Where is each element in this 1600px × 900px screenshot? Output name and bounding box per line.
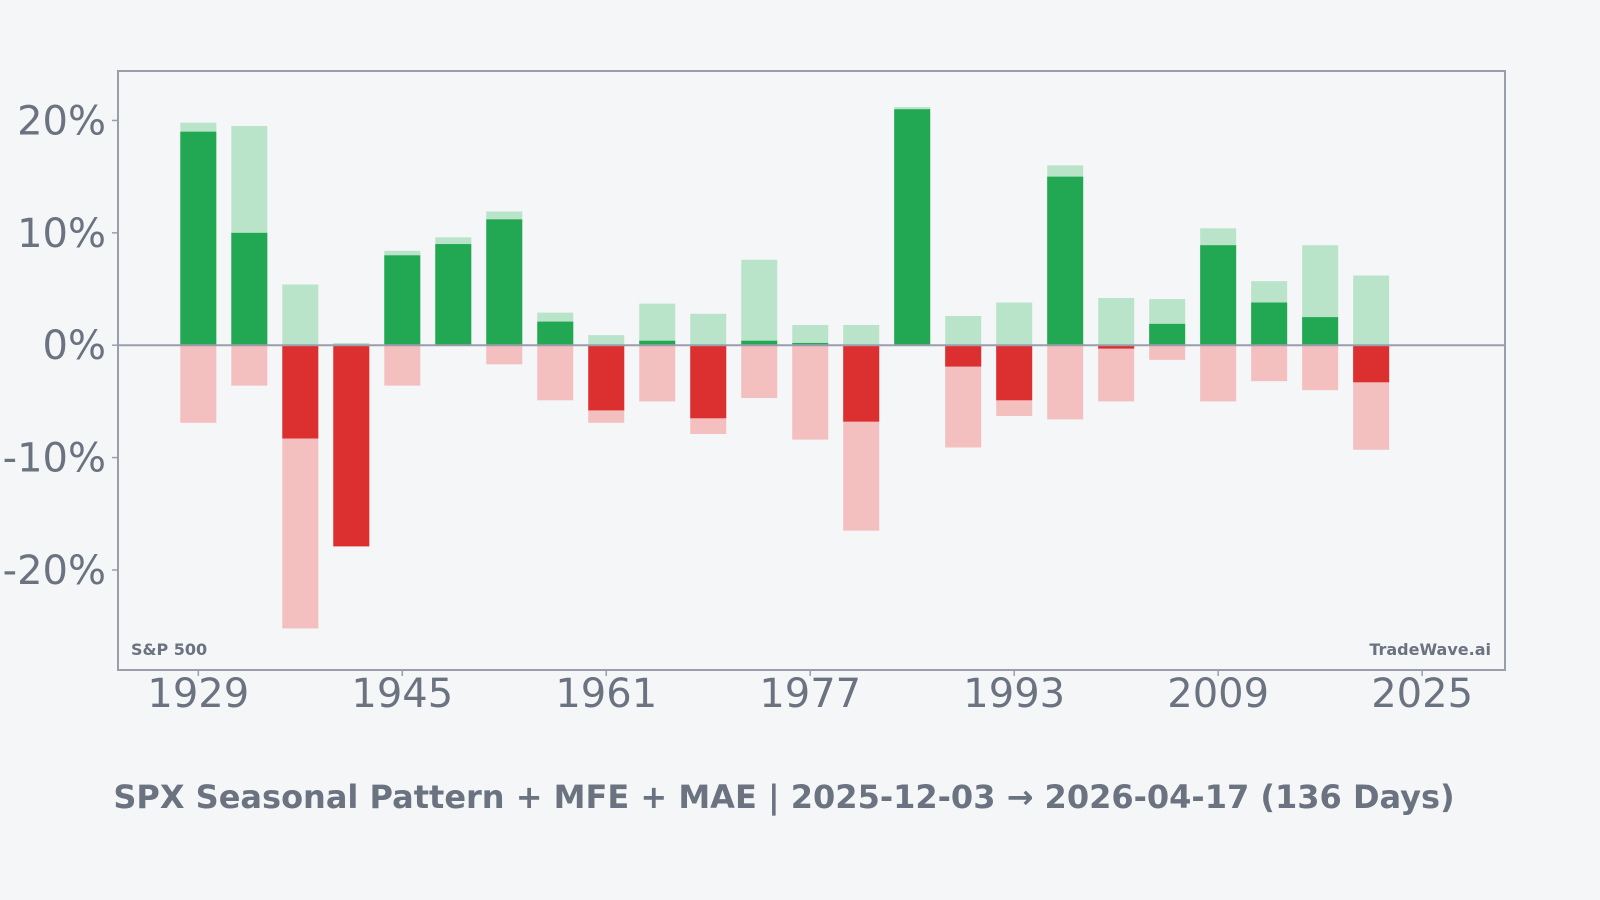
mae-bar-2009 [1200,345,1237,402]
mae-bar-1965 [639,345,676,402]
return-bar-1981 [843,345,880,422]
mfe-bar-1961 [588,335,625,346]
mae-bar-1933 [231,345,268,386]
x-tick-label: 1945 [351,671,453,717]
return-bar-1949 [435,244,472,346]
return-bar-1985 [894,109,931,346]
return-bar-2009 [1200,245,1237,346]
return-bar-1945 [384,255,421,346]
x-tick-label: 2025 [1371,671,1473,717]
return-bar-2001 [1098,345,1135,349]
return-bar-1993 [996,345,1033,401]
chart-title: SPX Seasonal Pattern + MFE + MAE | 2025-… [113,778,1454,817]
y-tick-label: 20% [17,98,106,144]
y-tick-label: -20% [3,548,106,594]
y-tick-label: 10% [17,211,106,257]
x-tick-label: 2009 [1167,671,1269,717]
return-bar-1969 [690,345,727,419]
watermark-right: TradeWave.ai [1369,640,1491,659]
return-bar-1929 [180,131,217,346]
bars-layer [180,106,1390,629]
y-tick-label: 0% [43,323,106,369]
mfe-bar-1981 [843,324,880,346]
return-bar-1941 [333,345,370,547]
return-bar-2017 [1302,317,1339,346]
mae-bar-1953 [486,345,523,365]
x-tick-label: 1929 [147,671,249,717]
return-bar-1997 [1047,176,1084,346]
x-axis: 1929 1945 1961 1977 1993 2009 2025 [147,670,1473,717]
x-tick-label: 1961 [555,671,657,717]
x-tick-label: 1977 [759,671,861,717]
return-bar-2005 [1149,323,1186,346]
mae-bar-1977 [792,345,829,440]
y-tick-label: -10% [3,436,106,482]
return-bar-1937 [282,345,319,439]
return-bar-1957 [537,321,574,346]
return-bar-1977 [792,342,829,346]
mae-bar-1957 [537,345,574,401]
mae-bar-1929 [180,345,217,423]
return-bar-1989 [945,345,982,367]
return-bar-1965 [639,340,676,346]
mae-bar-1997 [1047,345,1084,420]
mfe-bar-1941 [333,342,370,346]
y-axis: 20% 10% 0% -10% -20% [3,98,118,594]
watermark-left: S&P 500 [131,640,207,659]
mfe-bar-1969 [690,313,727,346]
mae-bar-1945 [384,345,421,386]
return-bar-2021 [1353,345,1390,383]
mfe-bar-1973 [741,259,778,346]
mfe-bar-1937 [282,284,319,346]
mfe-bar-1965 [639,303,676,346]
plot-frame [117,70,1506,671]
mae-bar-2017 [1302,345,1339,391]
mae-bar-1973 [741,345,778,399]
mae-bar-2001 [1098,345,1135,402]
mfe-bar-2001 [1098,298,1135,346]
return-bar-1953 [486,219,523,346]
mae-bar-2013 [1251,345,1288,382]
return-bar-1933 [231,232,268,346]
return-bar-1973 [741,340,778,346]
mfe-bar-1989 [945,315,982,346]
x-tick-label: 1993 [963,671,1065,717]
mfe-bar-1977 [792,324,829,346]
mae-bar-2005 [1149,345,1186,360]
return-bar-2013 [1251,302,1288,346]
mfe-bar-1993 [996,302,1033,346]
mfe-bar-2021 [1353,275,1390,346]
return-bar-1961 [588,345,625,411]
